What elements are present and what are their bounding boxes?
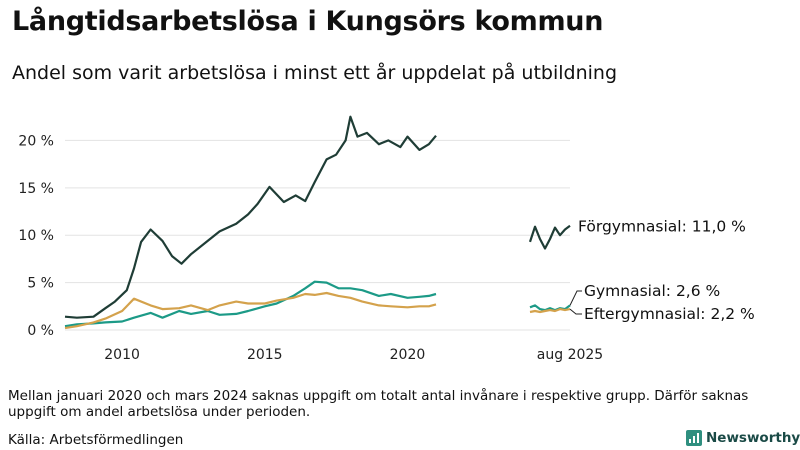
x-tick-label: 2020	[390, 347, 426, 363]
series-line	[528, 224, 571, 250]
label-leader-line	[569, 290, 583, 306]
x-axis-ticks: 2010 2015 2020 aug 2025	[104, 347, 603, 363]
series-line	[64, 291, 437, 330]
series-line	[529, 308, 571, 314]
series-line	[64, 280, 437, 328]
page-subtitle: Andel som varit arbetslösa i minst ett å…	[12, 62, 618, 84]
footnote: Mellan januari 2020 och mars 2024 saknas…	[8, 388, 749, 420]
y-tick-label: 15 %	[18, 181, 54, 197]
y-tick-label: 10 %	[18, 228, 54, 244]
y-tick-label: 0 %	[27, 323, 54, 339]
series-label-eftergymnasial: Eftergymnasial: 2,2 %	[584, 305, 755, 323]
x-tick-label: 2010	[104, 347, 140, 363]
brand[interactable]: Newsworthy	[686, 430, 800, 446]
series-end-labels: Förgymnasial: 11,0 % Gymnasial: 2,6 % Efte…	[569, 218, 755, 323]
newsworthy-logo-icon	[686, 430, 702, 446]
x-tick-label: aug 2025	[537, 347, 603, 363]
line-chart: 0 %5 %10 %15 %20 % 2010 2015 2020 aug 2025 …	[18, 115, 755, 363]
y-axis-ticks: 0 % 5 % 10 % 15 % 20 %	[18, 133, 54, 339]
chart-series	[64, 115, 571, 330]
series-line	[64, 115, 437, 319]
source-text: Källa: Arbetsförmedlingen	[8, 432, 184, 448]
brand-name: Newsworthy	[706, 430, 800, 446]
label-leader-line	[569, 308, 583, 315]
y-tick-label: 20 %	[18, 133, 54, 149]
series-label-forgymnasial: Förgymnasial: 11,0 %	[578, 218, 746, 236]
y-tick-label: 5 %	[27, 276, 54, 292]
series-label-gymnasial: Gymnasial: 2,6 %	[584, 282, 720, 300]
x-tick-label: 2015	[247, 347, 283, 363]
page-title: Långtidsarbetslösa i Kungsörs kommun	[12, 6, 604, 37]
